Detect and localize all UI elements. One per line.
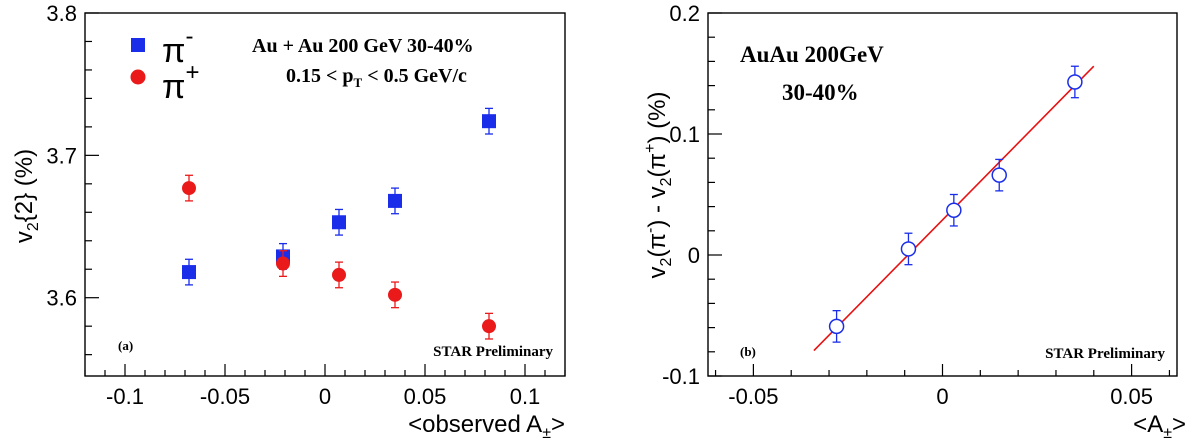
panel-a-y-tick-label: 3.7 <box>46 143 77 168</box>
panel-a-y-axis-title: v2{2} (%) <box>11 149 42 243</box>
panel-a-x-tick-label: 0 <box>319 384 331 409</box>
panel-a-watermark: STAR Preliminary <box>433 344 553 360</box>
data-point-pi-minus <box>182 265 196 280</box>
legend-pi-minus-sup: - <box>185 23 193 50</box>
panel-b-xlabel-end: > <box>1172 411 1186 438</box>
panel-a-y-tick-label: 3.6 <box>46 286 77 311</box>
panel-a: -0.1 -0.05 0 0.05 0.1 3.6 3.7 3.8 v2{2} (%) <ob… <box>11 1 566 442</box>
panel-b-x-tick-label: 0 <box>936 384 948 409</box>
panel-b-plot-frame <box>707 12 1178 377</box>
panel-b-y-tick-label: 0.2 <box>669 1 700 26</box>
panel-b-x-axis-title: <A±> <box>1133 411 1186 442</box>
panel-a-annotation-line2-pre: 0.15 < p <box>286 65 354 87</box>
panel-b-ylabel-1: 2 <box>658 257 675 266</box>
panel-a-annotation-line2-post: < 0.5 GeV/c <box>362 65 467 87</box>
panel-b-ylabel-8: ) (%) <box>644 92 671 144</box>
data-point-pi-minus <box>388 193 402 208</box>
panel-b: -0.05 0 0.05-0.100.10.2 v2(π-) - v2(π+) (%… <box>642 1 1186 442</box>
data-point-difference <box>946 202 962 218</box>
data-point-difference <box>900 241 917 257</box>
panel-b-y-tick-label: 0 <box>688 243 700 268</box>
panel-a-ylabel-sub: 2 <box>25 222 42 231</box>
data-point-difference <box>828 318 845 335</box>
data-point-pi-minus <box>482 114 496 129</box>
panel-b-x-tick-label: 0.05 <box>1110 384 1153 409</box>
legend-marker-pi-plus <box>130 69 146 85</box>
panel-b-x-tick-label: -0.05 <box>728 384 778 409</box>
data-point-pi-plus <box>332 267 346 282</box>
panel-a-x-tick-label: 0.05 <box>404 384 447 409</box>
panel-b-ylabel-6: (π <box>644 153 671 178</box>
panel-b-ylabel-7: + <box>642 144 659 153</box>
panel-b-points <box>828 65 1083 343</box>
panel-a-annotation-line1: Au + Au 200 GeV 30-40% <box>252 35 474 57</box>
panel-b-ylabel-3: - <box>642 228 659 233</box>
panel-a-ticks: -0.1 -0.05 0 0.05 0.1 3.6 3.7 3.8 <box>46 1 566 409</box>
data-point-difference <box>1067 74 1083 90</box>
panel-b-label: (b) <box>740 344 756 359</box>
panel-a-label: (a) <box>118 338 133 353</box>
panel-a-x-tick-label: -0.1 <box>106 384 144 409</box>
data-point-pi-plus <box>276 256 290 271</box>
data-point-pi-plus <box>482 319 496 334</box>
panel-a-x-tick-label: -0.05 <box>200 384 250 409</box>
panel-a-ylabel-pre: v <box>11 231 38 243</box>
panel-b-ylabel-5: 2 <box>658 177 675 186</box>
panel-a-xlabel-main: <observed A <box>408 411 542 438</box>
data-point-difference <box>991 167 1007 183</box>
panel-b-y-tick-label: 0.1 <box>669 122 700 147</box>
legend-label-pi-plus: π+ <box>162 59 199 106</box>
panel-a-xlabel-end: > <box>551 411 565 438</box>
legend-pi-plus-base: π <box>162 68 185 106</box>
panel-a-xlabel-sub: ± <box>542 425 551 442</box>
panel-a-points <box>182 107 496 340</box>
panel-b-xlabel-sub: ± <box>1163 425 1172 442</box>
data-point-pi-plus <box>182 181 196 196</box>
panel-b-ylabel-4: ) - v <box>644 186 671 227</box>
panel-a-annotation-line2-sub: T <box>354 75 363 90</box>
panel-a-legend: π- π+ <box>130 23 199 106</box>
panel-b-y-axis-title: v2(π-) - v2(π+) (%) <box>642 92 675 279</box>
panel-b-ticks: -0.05 0 0.05 -0.1 0 0.1 0.2 <box>662 1 1171 409</box>
panel-a-x-axis-title: <observed A±> <box>408 411 565 442</box>
legend-label-pi-minus: π- <box>162 23 193 70</box>
panel-b-ylabel-0: v <box>644 266 671 278</box>
panel-b-annotation-line2: 30-40% <box>782 80 859 105</box>
legend-pi-plus-sup: + <box>185 59 199 86</box>
data-point-pi-minus <box>332 215 346 230</box>
panel-b-watermark: STAR Preliminary <box>1045 346 1165 362</box>
panel-a-annotation-line2: 0.15 < pT < 0.5 GeV/c <box>286 65 467 90</box>
legend-pi-minus-base: π <box>162 32 185 70</box>
panel-b-y-tick-label: -0.1 <box>662 364 700 389</box>
panel-b-ylabel-2: (π <box>644 233 671 258</box>
panel-a-ylabel-post: {2} (%) <box>11 149 38 222</box>
panel-a-y-tick-label: 3.8 <box>46 1 77 26</box>
panel-a-x-tick-label: 0.1 <box>510 384 541 409</box>
legend-marker-pi-minus <box>131 38 145 52</box>
panel-b-xlabel-main: <A <box>1133 411 1163 438</box>
data-point-pi-plus <box>388 287 402 302</box>
panel-b-annotation-line1: AuAu 200GeV <box>740 42 884 67</box>
